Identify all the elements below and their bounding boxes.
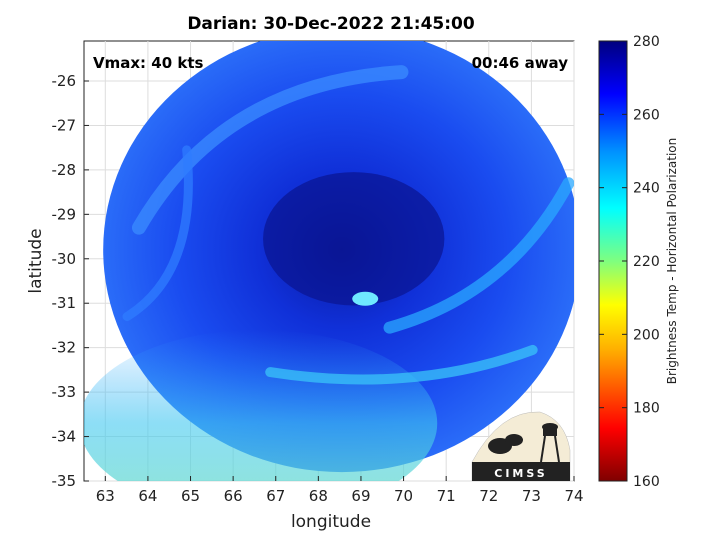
x-tick-label: 64 — [138, 487, 157, 505]
y-tick-label: -31 — [52, 294, 77, 312]
colorbar-tick-label: 240 — [633, 181, 660, 197]
y-tick-label: -30 — [52, 250, 77, 268]
y-tick-label: -27 — [52, 116, 77, 134]
x-tick-label: 72 — [479, 487, 498, 505]
x-tick-label: 74 — [564, 487, 583, 505]
colorbar-label: Brightness Temp - Horizontal Polarizatio… — [665, 138, 679, 385]
warm-band — [84, 329, 438, 481]
chart-title: Darian: 30-Dec-2022 21:45:00 — [187, 14, 475, 34]
y-tick-label: -35 — [52, 472, 77, 490]
x-ticks: 63 64 65 66 67 68 69 70 71 72 73 74 — [96, 476, 584, 505]
y-ticks: -26 -27 -28 -29 -30 -31 -32 -33 -34 -35 — [52, 72, 89, 490]
y-axis-label: latitude — [26, 228, 46, 293]
y-tick-label: -29 — [52, 205, 77, 223]
colorbar-tick-label: 260 — [633, 107, 660, 123]
cold-core — [263, 172, 445, 306]
rain-band — [265, 344, 538, 385]
rain-band — [131, 65, 409, 235]
vmax-annotation: Vmax: 40 kts — [93, 54, 203, 72]
x-tick-label: 70 — [394, 487, 413, 505]
y-tick-label: -32 — [52, 339, 77, 357]
rain-band — [122, 145, 193, 322]
rain-band — [383, 177, 574, 334]
time-away-annotation: 00:46 away — [472, 54, 569, 72]
y-tick-label: -28 — [52, 161, 77, 179]
logo-text: CIMSS — [494, 467, 547, 480]
x-tick-label: 66 — [224, 487, 243, 505]
cimss-logo: CIMSS — [471, 411, 571, 482]
x-tick-label: 63 — [96, 487, 115, 505]
x-tick-label: 69 — [351, 487, 370, 505]
colorbar-tick-label: 280 — [633, 34, 660, 50]
x-tick-label: 73 — [522, 487, 541, 505]
x-tick-label: 71 — [437, 487, 456, 505]
y-tick-label: -34 — [52, 428, 77, 446]
colorbar-tick-label: 220 — [633, 254, 660, 270]
storm-eye — [352, 291, 379, 306]
colorbar-tick-label: 180 — [633, 401, 660, 417]
x-tick-label: 67 — [266, 487, 285, 505]
x-axis-label: longitude — [291, 512, 371, 532]
x-tick-label: 68 — [309, 487, 328, 505]
colorbar-tick-label: 200 — [633, 327, 660, 343]
y-tick-label: -26 — [52, 72, 77, 90]
x-tick-label: 65 — [181, 487, 200, 505]
colorbar-tick-label: 160 — [633, 474, 660, 490]
y-tick-label: -33 — [52, 383, 77, 401]
colorbar-ticks: 160 180 200 220 240 260 280 — [599, 34, 660, 490]
microwave-swath — [84, 41, 574, 481]
